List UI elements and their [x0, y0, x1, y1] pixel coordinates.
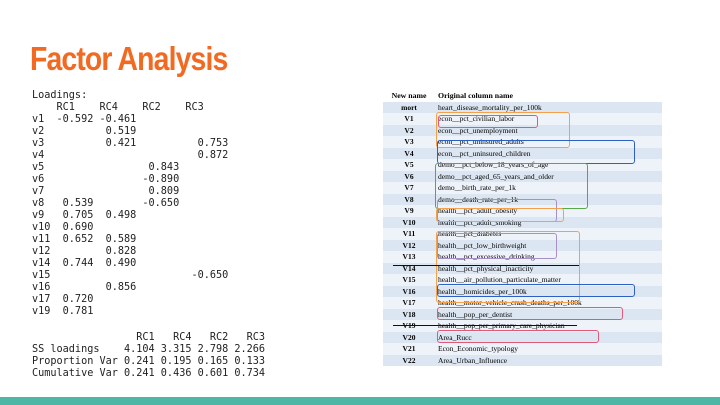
variance-summary-output: RC1 RC4 RC2 RC3 SS loadings 4.104 3.315 …: [32, 332, 266, 379]
table-row: V16 health__homicides_per_100k: [383, 285, 662, 297]
new-name-cell: V13: [383, 251, 435, 263]
original-column-cell: health__pct_low_birthweight: [435, 239, 662, 251]
table-row: V17 health__motor_vehicle_crash_deaths_pe…: [383, 297, 662, 309]
original-column-cell: health__pct_adult_smoking: [435, 216, 662, 228]
new-name-cell: V11: [383, 228, 435, 240]
bottom-accent-bar: [0, 397, 720, 405]
table-row: V6 demo__pct_aged_65_years_and_older: [383, 170, 662, 182]
table-row: V1 econ__pct_civilian_labor: [383, 113, 662, 125]
new-name-cell: V5: [383, 159, 435, 171]
table-row: V10 health__pct_adult_smoking: [383, 216, 662, 228]
table-row: V21 Econ_Economic_typology: [383, 343, 662, 355]
table-row: V14 health__pct_physical_inacticity: [383, 262, 662, 274]
new-name-cell: V8: [383, 193, 435, 205]
new-name-cell: V2: [383, 124, 435, 136]
new-name-cell: V4: [383, 147, 435, 159]
table-body: mort heart_disease_mortality_per_100k V1 ec…: [383, 101, 662, 366]
new-name-cell: V20: [383, 331, 435, 343]
original-column-cell: demo__pct_aged_65_years_and_older: [435, 170, 662, 182]
table-row: V22 Area_Urban_Influence: [383, 354, 662, 366]
table-row: V11 health__pct_diabetes: [383, 228, 662, 240]
new-name-cell: V14: [383, 262, 435, 274]
new-name-cell: V17: [383, 297, 435, 309]
table-row: V8 demo__death_rate_per_1k: [383, 193, 662, 205]
slide-title: Factor Analysis: [30, 40, 228, 77]
table-row: V12 health__pct_low_birthweight: [383, 239, 662, 251]
strikethrough-v18: [393, 325, 577, 326]
table-row: mort heart_disease_mortality_per_100k: [383, 101, 662, 113]
original-column-cell: econ__pct_unemployment: [435, 124, 662, 136]
new-name-cell: V7: [383, 182, 435, 194]
original-column-cell: econ__pct_civilian_labor: [435, 113, 662, 125]
original-column-cell: health__pct_adult_obesity: [435, 205, 662, 217]
table-row: V4 econ__pct_uninsured_children: [383, 147, 662, 159]
new-name-cell: V16: [383, 285, 435, 297]
new-name-cell: V10: [383, 216, 435, 228]
new-name-cell: V3: [383, 136, 435, 148]
table-row: V5 demo__pct_below_18_years_of_age: [383, 159, 662, 171]
table-row: V9 health__pct_adult_obesity: [383, 205, 662, 217]
strikethrough-v13: [393, 265, 579, 266]
table-row: V18 health__pop_per_dentist: [383, 308, 662, 320]
loadings-output: Loadings: RC1 RC4 RC2 RC3 v1 -0.592 -0.4…: [32, 90, 229, 317]
original-column-cell: health__motor_vehicle_crash_deaths_per_1…: [435, 297, 662, 309]
new-name-cell: mort: [383, 101, 435, 113]
table-row: V15 health__air_pollution_particulate_mat…: [383, 274, 662, 286]
new-name-cell: V22: [383, 354, 435, 366]
original-column-cell: health__pct_diabetes: [435, 228, 662, 240]
new-name-cell: V12: [383, 239, 435, 251]
original-column-cell: Econ_Economic_typology: [435, 343, 662, 355]
original-column-cell: health__homicides_per_100k: [435, 285, 662, 297]
original-column-cell: demo__birth_rate_per_1k: [435, 182, 662, 194]
new-name-cell: V9: [383, 205, 435, 217]
original-column-cell: health__pop_per_dentist: [435, 308, 662, 320]
original-column-cell: health__pct_physical_inacticity: [435, 262, 662, 274]
table-header-row: New name Original column name: [383, 90, 662, 102]
table-row: V3 econ__pct_uninsured_adults: [383, 136, 662, 148]
table-row: V20 Area_Rucc: [383, 331, 662, 343]
original-column-cell: health__air_pollution_particulate_matter: [435, 274, 662, 286]
header-original-column-name: Original column name: [435, 90, 662, 102]
new-name-cell: V15: [383, 274, 435, 286]
original-column-cell: econ__pct_uninsured_adults: [435, 136, 662, 148]
original-column-cell: econ__pct_uninsured_children: [435, 147, 662, 159]
table-row: V2 econ__pct_unemployment: [383, 124, 662, 136]
original-column-cell: heart_disease_mortality_per_100k: [435, 101, 662, 113]
new-name-cell: V21: [383, 343, 435, 355]
original-column-cell: Area_Rucc: [435, 331, 662, 343]
new-name-cell: V6: [383, 170, 435, 182]
new-name-cell: V1: [383, 113, 435, 125]
original-column-cell: Area_Urban_Influence: [435, 354, 662, 366]
original-column-cell: demo__pct_below_18_years_of_age: [435, 159, 662, 171]
table-row: V13 health__pct_excessive_drinking: [383, 251, 662, 263]
table-row: V7 demo__birth_rate_per_1k: [383, 182, 662, 194]
original-column-cell: demo__death_rate_per_1k: [435, 193, 662, 205]
header-new-name: New name: [383, 90, 435, 102]
original-column-cell: health__pct_excessive_drinking: [435, 251, 662, 263]
new-name-cell: V18: [383, 308, 435, 320]
